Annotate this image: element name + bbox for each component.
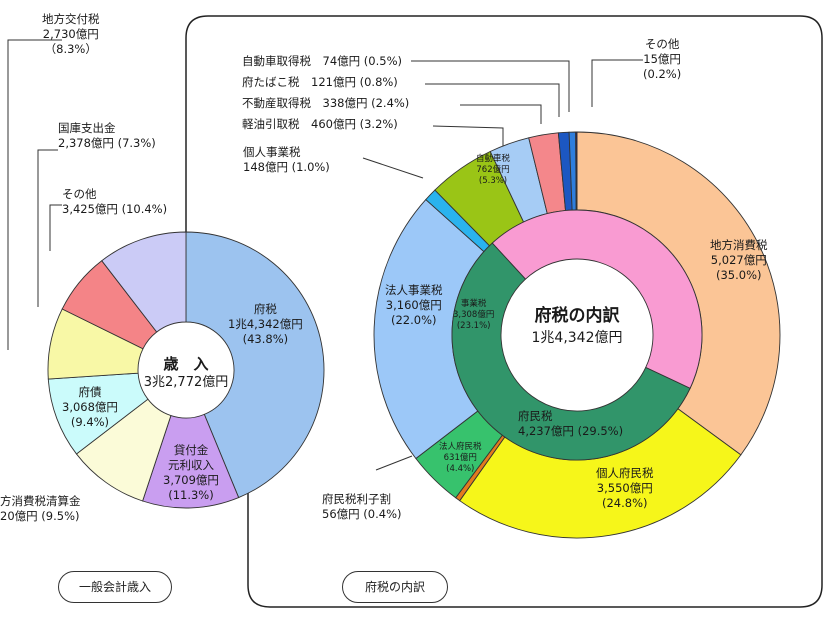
tax-label-法人府民税-line-1: 631億円 <box>443 453 477 463</box>
tax-inner-label-府民税-line-1: 4,237億円 (29.5%) <box>518 424 624 438</box>
tax-inner-label-府民税-line-0: 府民税 <box>518 409 553 423</box>
tax-center-text: 府税の内訳 1兆4,342億円 <box>512 304 642 348</box>
revenue-label-府債-line-0: 府債 <box>78 385 102 399</box>
tax-label-府たばこ税-line-0: 府たばこ税 121億円 (0.8%) <box>242 75 398 89</box>
tax-leader-2 <box>375 455 413 471</box>
revenue-leader-4 <box>7 39 62 350</box>
tax-label-法人府民税-line-0: 法人府民税 <box>439 442 482 452</box>
revenue-label-その他: その他 3,425億円 (10.4%) <box>62 187 167 217</box>
tax-leader-8 <box>460 104 542 124</box>
revenue-label-国庫支出金-line-1: 2,378億円 (7.3%) <box>58 136 156 150</box>
tax-label-法人事業税: 法人事業税 3,160億円 (22.0%) <box>385 283 443 328</box>
breakdown-frame <box>185 15 823 608</box>
revenue-slice-1 <box>142 413 240 509</box>
tax-leader-10 <box>411 60 570 112</box>
tax-label-自動車税-line-2: (5.3%) <box>478 176 508 186</box>
tax-label-法人府民税-line-2: (4.4%) <box>446 464 475 474</box>
tax-label-個人事業税-line-0: 個人事業税 <box>243 145 301 159</box>
tax-label-個人府民税-line-1: 3,550億円 <box>596 481 653 495</box>
tax-label-地方消費税-line-1: 5,027億円 <box>710 253 767 267</box>
tax-label-個人府民税-line-0: 個人府民税 <box>596 466 654 480</box>
tax-inner-slice-1 <box>491 209 703 389</box>
tax-outer-slice-11 <box>575 131 578 211</box>
tax-leader-5 <box>362 157 424 179</box>
revenue-label-地方交付税-line-2: （8.3%） <box>44 42 97 56</box>
revenue-center-total: 3兆2,772億円 <box>143 375 229 390</box>
tax-label-自動車税-line-1: 762億円 <box>476 165 510 175</box>
tax-label-自動車取得税: 自動車取得税 74億円 (0.5%) <box>242 54 402 69</box>
revenue-label-地方交付税: 地方交付税 2,730億円 （8.3%） <box>42 12 100 57</box>
tax-label-軽油引取税: 軽油引取税 460億円 (3.2%) <box>242 117 398 132</box>
caption-general-revenue: 一般会計歳入 <box>58 571 172 603</box>
tax-label-自動車税-line-0: 自動車税 <box>476 154 511 164</box>
revenue-slice-0 <box>185 231 325 499</box>
revenue-center-text: 歳 入 3兆2,772億円 <box>138 354 234 392</box>
tax-inner-label-事業税-line-2: (23.1%) <box>456 321 491 331</box>
tax-label-その他-line-1: 15億円 <box>643 52 681 66</box>
tax-label-府たばこ税: 府たばこ税 121億円 (0.8%) <box>242 75 398 90</box>
revenue-label-府債: 府債 3,068億円 (9.4%) <box>62 385 118 430</box>
tax-label-個人府民税-line-2: (24.8%) <box>601 496 648 510</box>
tax-inner-label-事業税: 事業税 3,308億円 (23.1%) <box>453 299 494 332</box>
tax-inner-label-府民税: 府民税 4,237億円 (29.5%) <box>518 409 623 439</box>
revenue-label-国庫支出金-line-0: 国庫支出金 <box>58 121 116 135</box>
tax-center-title: 府税の内訳 <box>534 306 620 326</box>
tax-label-法人事業税-line-2: (22.0%) <box>390 313 437 327</box>
revenue-label-貸付金元利収入-line-1: 元利収入 <box>167 458 214 472</box>
tax-label-不動産取得税-line-0: 不動産取得税 338億円 (2.4%) <box>242 96 410 110</box>
revenue-label-貸付金元利収入: 貸付金 元利収入 3,709億円 (11.3%) <box>163 443 219 503</box>
tax-label-その他-line-0: その他 <box>644 37 680 51</box>
caption-tax-breakdown: 府税の内訳 <box>342 571 448 603</box>
tax-label-軽油引取税-line-0: 軽油引取税 460億円 (3.2%) <box>242 117 398 131</box>
revenue-label-地方消費税清算金: 方消費税清算金 20億円 (9.5%) <box>0 494 81 524</box>
revenue-label-地方交付税-line-1: 2,730億円 <box>42 27 99 41</box>
revenue-center-title: 歳 入 <box>163 355 209 373</box>
tax-label-自動車取得税-line-0: 自動車取得税 74億円 (0.5%) <box>242 54 402 68</box>
tax-label-その他: その他 15億円 (0.2%) <box>643 37 681 82</box>
tax-label-個人府民税: 個人府民税 3,550億円 (24.8%) <box>596 466 654 511</box>
revenue-label-府税-line-0: 府税 <box>253 302 277 316</box>
revenue-leader-5 <box>37 149 58 307</box>
tax-leader-9 <box>425 83 560 117</box>
revenue-label-地方消費税清算金-line-1: 20億円 (9.5%) <box>0 509 80 523</box>
tax-inner-label-事業税-line-0: 事業税 <box>460 299 487 309</box>
tax-label-不動産取得税: 不動産取得税 338億円 (2.4%) <box>242 96 409 111</box>
revenue-leader-6 <box>49 204 62 251</box>
revenue-label-府税: 府税 1兆4,342億円 (43.8%) <box>228 302 303 347</box>
revenue-label-府税-line-2: (43.8%) <box>242 332 289 346</box>
revenue-label-貸付金元利収入-line-2: 3,709億円 <box>163 473 219 487</box>
revenue-label-地方交付税-line-0: 地方交付税 <box>42 12 100 26</box>
tax-label-法人府民税: 法人府民税 631億円 (4.4%) <box>439 442 482 475</box>
revenue-label-国庫支出金: 国庫支出金 2,378億円 (7.3%) <box>58 121 156 151</box>
tax-label-法人事業税-line-0: 法人事業税 <box>385 283 443 297</box>
tax-inner-label-事業税-line-1: 3,308億円 <box>453 310 495 320</box>
revenue-slice-6 <box>101 231 187 333</box>
tax-leader-7 <box>432 125 504 148</box>
tax-inner-slice-0 <box>451 242 691 461</box>
tax-leader-11 <box>591 59 643 107</box>
revenue-label-その他-line-0: その他 <box>62 187 97 201</box>
tax-label-地方消費税-line-0: 地方消費税 <box>710 238 768 252</box>
revenue-label-地方消費税清算金-line-0: 方消費税清算金 <box>0 494 81 508</box>
tax-label-自動車税: 自動車税 762億円 (5.3%) <box>476 154 510 187</box>
revenue-label-府税-line-1: 1兆4,342億円 <box>228 317 303 331</box>
revenue-label-その他-line-1: 3,425億円 (10.4%) <box>62 202 168 216</box>
tax-label-法人事業税-line-1: 3,160億円 <box>385 298 442 312</box>
tax-label-個人事業税: 個人事業税 148億円 (1.0%) <box>243 145 330 175</box>
revenue-label-府債-line-1: 3,068億円 <box>62 400 118 414</box>
tax-label-府民税利子割: 府民税利子割 56億円 (0.4%) <box>322 492 401 522</box>
tax-label-個人事業税-line-1: 148億円 (1.0%) <box>243 160 330 174</box>
revenue-label-府債-line-2: (9.4%) <box>70 415 110 429</box>
revenue-label-貸付金元利収入-line-0: 貸付金 <box>173 443 209 457</box>
tax-label-その他-line-2: (0.2%) <box>643 67 682 81</box>
revenue-label-貸付金元利収入-line-3: (11.3%) <box>168 488 214 502</box>
tax-label-府民税利子割-line-1: 56億円 (0.4%) <box>322 507 402 521</box>
tax-label-府民税利子割-line-0: 府民税利子割 <box>322 492 391 506</box>
tax-center-total: 1兆4,342億円 <box>531 330 623 346</box>
tax-label-地方消費税: 地方消費税 5,027億円 (35.0%) <box>710 238 768 283</box>
tax-label-地方消費税-line-2: (35.0%) <box>715 268 762 282</box>
